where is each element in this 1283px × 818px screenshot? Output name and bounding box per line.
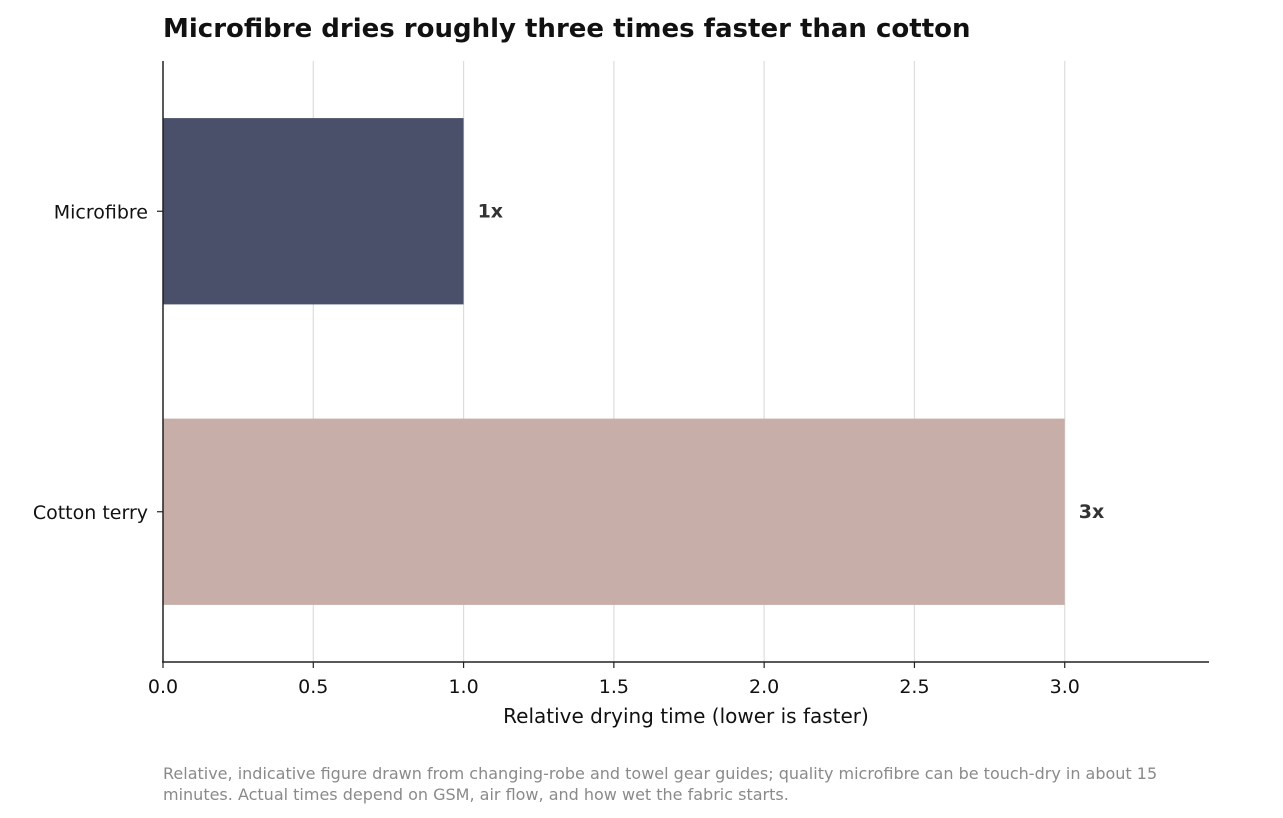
x-tick-label: 2.5 [899, 676, 929, 698]
footnote-line-1: Relative, indicative figure drawn from c… [163, 764, 1157, 783]
axes [162, 61, 1209, 663]
x-axis-label: Relative drying time (lower is faster) [503, 704, 869, 728]
data-labels: 1x 3x [478, 200, 1105, 523]
chart-title: Microfibre dries roughly three times fas… [163, 14, 971, 44]
x-tick-label: 1.5 [599, 676, 629, 698]
footnote-line-2: minutes. Actual times depend on GSM, air… [163, 785, 789, 804]
y-tick-label: Microfibre [54, 201, 148, 223]
data-label: 3x [1079, 501, 1104, 523]
bar-microfibre [163, 118, 464, 305]
data-label: 1x [478, 200, 503, 222]
x-ticks: 0.0 0.5 1.0 1.5 2.0 2.5 3.0 [148, 662, 1080, 698]
x-tick-label: 0.0 [148, 676, 178, 698]
y-tick-label: Cotton terry [33, 502, 148, 524]
x-tick-label: 0.5 [298, 676, 328, 698]
x-tick-label: 1.0 [448, 676, 478, 698]
bars [163, 118, 1065, 605]
x-tick-label: 3.0 [1050, 676, 1080, 698]
bar-cotton-terry [163, 418, 1065, 605]
y-ticks: Microfibre Cotton terry [33, 201, 163, 524]
x-tick-label: 2.0 [749, 676, 779, 698]
